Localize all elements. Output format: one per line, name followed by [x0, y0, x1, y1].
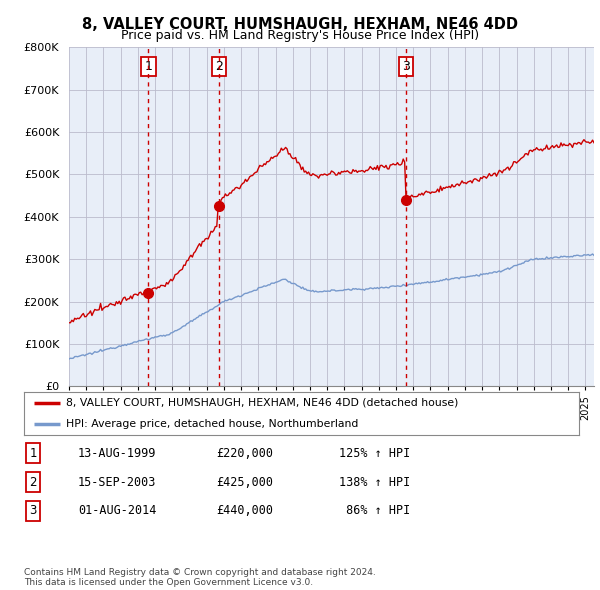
Bar: [148, 47, 219, 386]
Bar: [219, 47, 406, 386]
Text: 8, VALLEY COURT, HUMSHAUGH, HEXHAM, NE46 4DD: 8, VALLEY COURT, HUMSHAUGH, HEXHAM, NE46…: [82, 17, 518, 31]
Text: 15-SEP-2003: 15-SEP-2003: [78, 476, 157, 489]
Text: 1: 1: [29, 447, 37, 460]
Text: HPI: Average price, detached house, Northumberland: HPI: Average price, detached house, Nort…: [65, 419, 358, 429]
Text: Price paid vs. HM Land Registry's House Price Index (HPI): Price paid vs. HM Land Registry's House …: [121, 29, 479, 42]
Text: 3: 3: [402, 60, 410, 73]
Text: 13-AUG-1999: 13-AUG-1999: [78, 447, 157, 460]
Text: 8, VALLEY COURT, HUMSHAUGH, HEXHAM, NE46 4DD (detached house): 8, VALLEY COURT, HUMSHAUGH, HEXHAM, NE46…: [65, 398, 458, 408]
Text: 2: 2: [215, 60, 223, 73]
Text: £425,000: £425,000: [216, 476, 273, 489]
Text: 125% ↑ HPI: 125% ↑ HPI: [339, 447, 410, 460]
Text: £440,000: £440,000: [216, 504, 273, 517]
Text: 01-AUG-2014: 01-AUG-2014: [78, 504, 157, 517]
Text: Contains HM Land Registry data © Crown copyright and database right 2024.
This d: Contains HM Land Registry data © Crown c…: [24, 568, 376, 587]
Text: 1: 1: [145, 60, 152, 73]
Text: 138% ↑ HPI: 138% ↑ HPI: [339, 476, 410, 489]
Text: 2: 2: [29, 476, 37, 489]
Text: 3: 3: [29, 504, 37, 517]
Text: £220,000: £220,000: [216, 447, 273, 460]
Text: 86% ↑ HPI: 86% ↑ HPI: [339, 504, 410, 517]
